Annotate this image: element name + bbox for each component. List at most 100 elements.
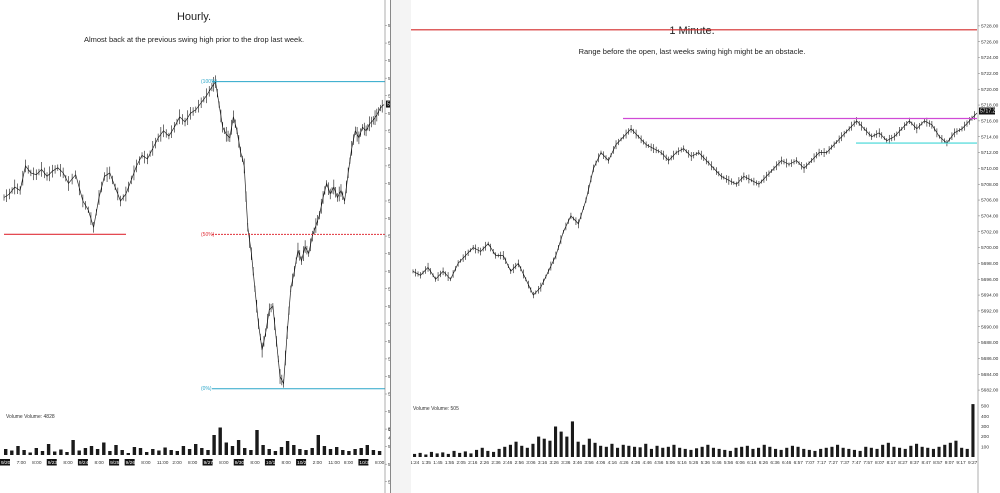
- fib-level-label: (50%): [201, 232, 215, 238]
- volume-bar: [548, 440, 552, 457]
- price-series-line: [412, 112, 978, 296]
- volume-bar: [661, 447, 665, 457]
- volume-bar: [644, 443, 648, 457]
- x-tick-label: 2:00: [313, 460, 323, 466]
- x-tick-label: 6:16: [747, 460, 757, 466]
- x-tick-label: 10/3: [359, 460, 369, 466]
- x-tick-label: 1:24: [411, 460, 420, 466]
- x-tick-label: 8:00: [344, 460, 354, 466]
- y-tick-label: 5694.00: [981, 293, 999, 299]
- x-tick-marker: [46, 459, 57, 466]
- volume-bar: [723, 449, 727, 457]
- volume-bar: [279, 447, 284, 455]
- x-tick-label: 6:46: [782, 460, 792, 466]
- volume-bar: [785, 447, 789, 457]
- volume-bar: [931, 448, 935, 457]
- last-price-tag: [979, 107, 995, 115]
- y-tick-label: 5700.00: [388, 128, 390, 134]
- volume-bar: [77, 450, 81, 455]
- volume-bar: [138, 448, 143, 455]
- volume-tick-label: 500: [981, 404, 989, 410]
- hourly-chart[interactable]: Hourly. Almost back at the previous swin…: [0, 0, 390, 493]
- hourly-chart-title: Hourly.: [177, 11, 211, 23]
- last-price-tag: [386, 100, 390, 108]
- volume-bar: [34, 448, 38, 455]
- x-tick-label: 4:06: [596, 460, 606, 466]
- minute-chart-subtitle: Range before the open, last weeks swing …: [579, 47, 806, 56]
- volume-bar: [570, 421, 574, 457]
- x-tick-label: 5:46: [712, 460, 722, 466]
- x-tick-label: 2:46: [503, 460, 513, 466]
- volume-bar: [852, 449, 856, 457]
- panel-splitter[interactable]: [391, 0, 412, 493]
- volume-tick-label: 400: [981, 414, 989, 420]
- volume-bar: [706, 444, 710, 457]
- volume-bar: [371, 450, 376, 455]
- volume-bar: [157, 450, 161, 455]
- x-tick-label: 6:06: [736, 460, 746, 466]
- volume-bar: [779, 449, 783, 457]
- volume-bar: [666, 446, 670, 457]
- volume-bar: [486, 450, 490, 457]
- volume-bar: [65, 452, 69, 455]
- x-tick-label: 9/20: [1, 460, 11, 466]
- volume-bar: [948, 442, 952, 458]
- one-minute-chart[interactable]: 1 Minute. Range before the open, last we…: [411, 0, 1000, 493]
- y-tick-label: 5722.00: [981, 71, 999, 77]
- minute-volume-label: Volume Volume: 505: [413, 406, 459, 412]
- x-tick-label: 7:47: [852, 460, 862, 466]
- volume-bar: [353, 449, 357, 455]
- volume-bar: [734, 447, 738, 457]
- y-tick-label: 5726.00: [981, 39, 999, 45]
- y-tick-label: 5730.00: [388, 76, 390, 82]
- x-tick-label: 2:00: [172, 460, 182, 466]
- y-tick-label: 5510.00: [388, 462, 390, 468]
- last-price-text: 5717.25: [980, 109, 998, 115]
- x-tick-label: 2:05: [457, 460, 467, 466]
- volume-bar: [869, 447, 873, 457]
- volume-bar: [298, 449, 302, 455]
- volume-bar: [108, 451, 112, 455]
- y-tick-label: 5650.00: [388, 216, 390, 222]
- volume-bar: [638, 447, 642, 457]
- volume-bar: [328, 449, 333, 455]
- volume-bar: [610, 443, 614, 457]
- hourly-chart-subtitle: Almost back at the previous swing high p…: [84, 35, 304, 44]
- y-tick-label: 5720.00: [388, 93, 390, 99]
- y-tick-label: 5550.00: [388, 392, 390, 398]
- x-tick-label: 8:00: [141, 460, 151, 466]
- volume-bar: [243, 448, 247, 455]
- x-tick-label: 3:06: [526, 460, 536, 466]
- x-tick-label: 9:07: [945, 460, 955, 466]
- volume-bar: [971, 404, 975, 457]
- x-tick-marker: [77, 459, 88, 466]
- y-tick-label: 5530.00: [388, 427, 390, 433]
- volume-bar: [83, 448, 88, 455]
- volume-bar: [28, 452, 32, 455]
- y-tick-label: 5704.00: [981, 213, 999, 219]
- y-tick-label: 5670.00: [388, 181, 390, 187]
- x-tick-label: 8:00: [188, 460, 198, 466]
- volume-bar: [230, 446, 235, 455]
- x-tick-label: 8:57: [933, 460, 943, 466]
- x-tick-marker: [296, 459, 307, 466]
- volume-bar: [267, 449, 271, 455]
- y-tick-label: 5688.00: [981, 340, 999, 346]
- volume-bar: [903, 448, 907, 457]
- x-tick-label: 3:46: [573, 460, 583, 466]
- y-tick-label: 5630.00: [388, 251, 390, 257]
- volume-bar: [790, 445, 794, 457]
- volume-bar: [920, 446, 924, 457]
- volume-bar: [582, 444, 586, 457]
- x-tick-label: 1:35: [422, 460, 432, 466]
- hourly-chart-pane[interactable]: Hourly. Almost back at the previous swin…: [0, 0, 391, 493]
- y-tick-label: 5680.00: [388, 163, 390, 169]
- y-tick-label: 5702.00: [981, 229, 999, 235]
- volume-bar: [441, 452, 445, 457]
- minute-chart-pane[interactable]: 1 Minute. Range before the open, last we…: [411, 0, 1000, 493]
- x-tick-label: 3:36: [561, 460, 571, 466]
- volume-bar: [418, 452, 422, 457]
- x-tick-marker: [0, 459, 10, 466]
- volume-tick-label: 200: [981, 434, 989, 440]
